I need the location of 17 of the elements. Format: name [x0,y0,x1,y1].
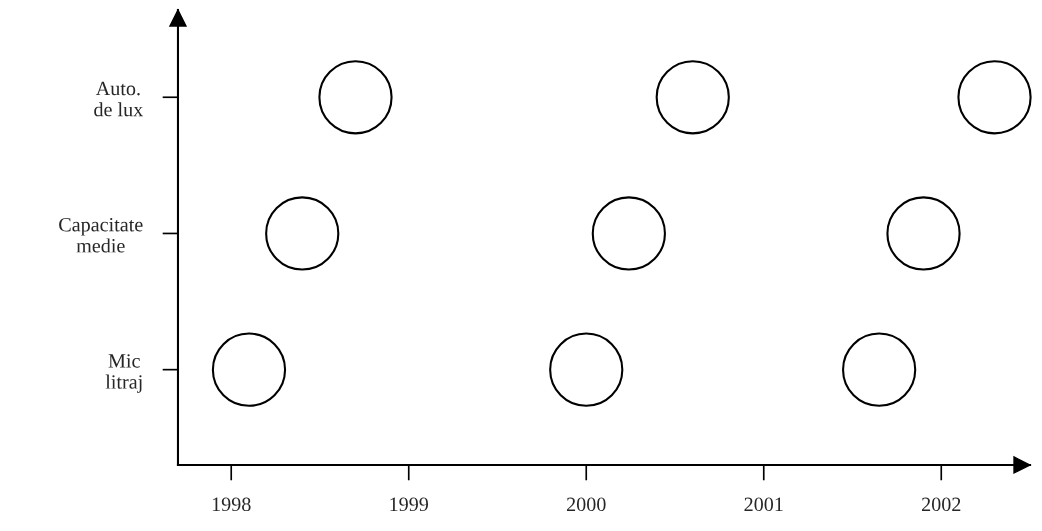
y-tick-label: Mic litraj [105,354,142,393]
y-tick-label: Capacitate medie [59,217,143,253]
x-tick-label: 1999 [390,497,429,512]
y-tick-label: Auto. de lux [94,81,144,117]
point [591,196,666,271]
point [886,196,961,271]
point [957,60,1032,135]
x-tick-label: 1998 [212,497,251,512]
point [211,332,287,407]
point [549,332,624,407]
point [842,332,917,407]
x-tick-label: 2000 [566,497,606,512]
point [318,60,393,135]
point [655,60,730,135]
x-tick-label: 2001 [744,497,783,512]
x-tick-label: 2002 [922,497,961,512]
point [265,196,340,271]
